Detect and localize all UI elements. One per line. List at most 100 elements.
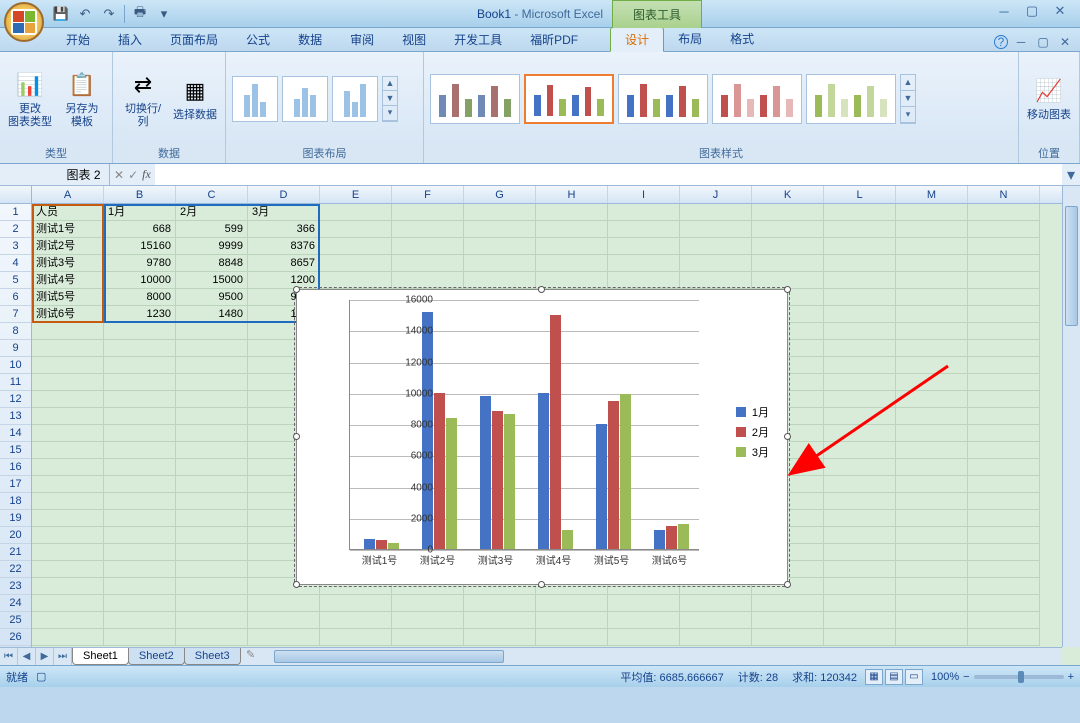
- help-icon[interactable]: ?: [994, 35, 1008, 49]
- cell[interactable]: 测试5号: [32, 289, 104, 306]
- cell[interactable]: [536, 595, 608, 612]
- cell[interactable]: [32, 595, 104, 612]
- cell[interactable]: [896, 578, 968, 595]
- select-all-corner[interactable]: [0, 186, 32, 203]
- cell[interactable]: [968, 204, 1040, 221]
- cell[interactable]: [464, 272, 536, 289]
- formula-input[interactable]: [155, 164, 1062, 185]
- cell[interactable]: [320, 595, 392, 612]
- row-header[interactable]: 6: [0, 289, 31, 306]
- cell[interactable]: [464, 595, 536, 612]
- cell[interactable]: 测试1号: [32, 221, 104, 238]
- cell[interactable]: [752, 612, 824, 629]
- more-icon[interactable]: ▾: [901, 107, 915, 123]
- cell[interactable]: [824, 340, 896, 357]
- undo-icon[interactable]: ↶: [74, 3, 96, 25]
- cell[interactable]: [608, 238, 680, 255]
- next-sheet-icon[interactable]: ▶: [36, 648, 54, 665]
- row-header[interactable]: 4: [0, 255, 31, 272]
- cell[interactable]: [32, 340, 104, 357]
- cell[interactable]: [968, 272, 1040, 289]
- cell[interactable]: [968, 612, 1040, 629]
- layout-thumb[interactable]: [232, 76, 278, 122]
- cell[interactable]: [176, 374, 248, 391]
- column-header[interactable]: M: [896, 186, 968, 203]
- cell[interactable]: [824, 374, 896, 391]
- row-header[interactable]: 15: [0, 442, 31, 459]
- cell[interactable]: [104, 612, 176, 629]
- cell[interactable]: 1230: [104, 306, 176, 323]
- row-header[interactable]: 21: [0, 544, 31, 561]
- row-header[interactable]: 1: [0, 204, 31, 221]
- chart-style-thumb[interactable]: [712, 74, 802, 124]
- cell[interactable]: [608, 272, 680, 289]
- cell[interactable]: [968, 544, 1040, 561]
- column-header[interactable]: G: [464, 186, 536, 203]
- cell[interactable]: [104, 391, 176, 408]
- cell[interactable]: 测试2号: [32, 238, 104, 255]
- cell[interactable]: [104, 459, 176, 476]
- cell[interactable]: [752, 221, 824, 238]
- select-data-button[interactable]: ▦选择数据: [171, 73, 219, 124]
- cell[interactable]: [968, 510, 1040, 527]
- cell[interactable]: [32, 612, 104, 629]
- cell[interactable]: [32, 493, 104, 510]
- zoom-in-icon[interactable]: +: [1068, 671, 1074, 683]
- cell[interactable]: [536, 272, 608, 289]
- normal-view-icon[interactable]: ▦: [865, 669, 883, 685]
- row-header[interactable]: 17: [0, 476, 31, 493]
- horizontal-scrollbar[interactable]: [272, 648, 1062, 665]
- cell[interactable]: [464, 629, 536, 646]
- cell[interactable]: [104, 578, 176, 595]
- cell[interactable]: [824, 476, 896, 493]
- cell[interactable]: [680, 595, 752, 612]
- row-header[interactable]: 2: [0, 221, 31, 238]
- cell[interactable]: [248, 595, 320, 612]
- cell[interactable]: [824, 629, 896, 646]
- cell[interactable]: [968, 442, 1040, 459]
- cell[interactable]: [608, 204, 680, 221]
- cell[interactable]: [32, 374, 104, 391]
- resize-handle[interactable]: [538, 286, 545, 293]
- cell[interactable]: [104, 493, 176, 510]
- cell[interactable]: [32, 578, 104, 595]
- cell[interactable]: [824, 578, 896, 595]
- cell[interactable]: 9999: [176, 238, 248, 255]
- cell[interactable]: [824, 391, 896, 408]
- column-header[interactable]: N: [968, 186, 1040, 203]
- cell[interactable]: [176, 493, 248, 510]
- move-chart-button[interactable]: 📈移动图表: [1025, 73, 1073, 124]
- scroll-up-icon[interactable]: ▲: [383, 77, 397, 92]
- cell[interactable]: [104, 527, 176, 544]
- row-header[interactable]: 14: [0, 425, 31, 442]
- cell[interactable]: 1月: [104, 204, 176, 221]
- row-header[interactable]: 16: [0, 459, 31, 476]
- chart-style-thumb[interactable]: [430, 74, 520, 124]
- cell[interactable]: [824, 255, 896, 272]
- page-layout-view-icon[interactable]: ▤: [885, 669, 903, 685]
- column-header[interactable]: K: [752, 186, 824, 203]
- cell[interactable]: [392, 629, 464, 646]
- cell[interactable]: [320, 612, 392, 629]
- more-icon[interactable]: ▾: [383, 106, 397, 121]
- cell[interactable]: [824, 612, 896, 629]
- cell[interactable]: [176, 459, 248, 476]
- layout-thumb[interactable]: [332, 76, 378, 122]
- cell[interactable]: [896, 476, 968, 493]
- worksheet-grid[interactable]: ABCDEFGHIJKLMN 1234567891011121314151617…: [0, 186, 1080, 665]
- cell[interactable]: [968, 238, 1040, 255]
- cell[interactable]: [824, 289, 896, 306]
- cell[interactable]: [176, 408, 248, 425]
- cell[interactable]: [752, 238, 824, 255]
- zoom-thumb[interactable]: [1018, 671, 1024, 683]
- cell[interactable]: [536, 221, 608, 238]
- cell[interactable]: 10000: [104, 272, 176, 289]
- zoom-level[interactable]: 100%: [931, 671, 959, 683]
- cell[interactable]: [968, 289, 1040, 306]
- window-minimize-icon[interactable]: ─: [1012, 33, 1030, 51]
- cell[interactable]: [320, 272, 392, 289]
- cell[interactable]: [896, 340, 968, 357]
- cell[interactable]: [176, 578, 248, 595]
- cell[interactable]: [896, 459, 968, 476]
- row-header[interactable]: 10: [0, 357, 31, 374]
